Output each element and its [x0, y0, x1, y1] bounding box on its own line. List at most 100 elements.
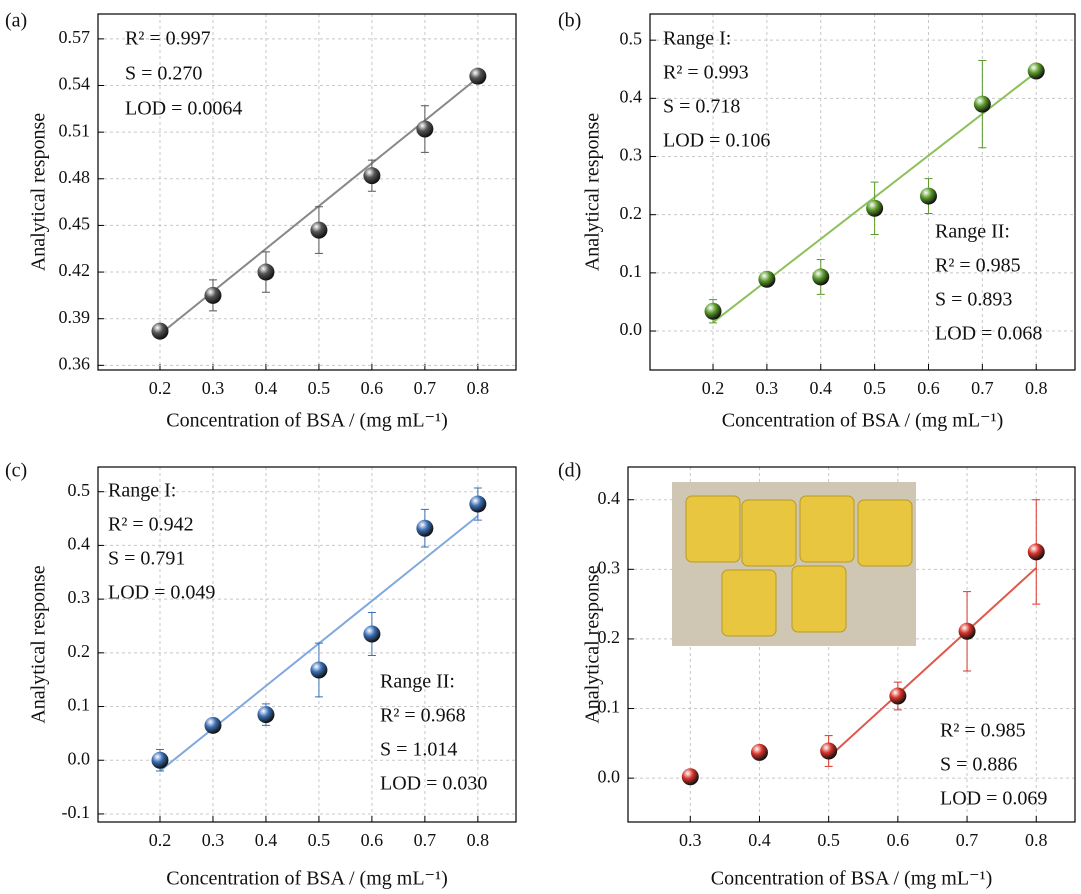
- data-point: [257, 263, 275, 281]
- data-point: [363, 167, 381, 185]
- annotation: R² = 0.985: [940, 720, 1026, 742]
- annotation: Range II:: [935, 221, 1010, 243]
- annotation: LOD = 0.0064: [125, 98, 242, 120]
- inset-bag: [857, 499, 913, 567]
- annotation: LOD = 0.069: [940, 788, 1047, 810]
- inset-bag: [741, 499, 797, 567]
- data-point: [1027, 543, 1045, 561]
- x-tick-label: 0.5: [308, 378, 331, 398]
- y-tick-label: 0.0: [68, 748, 91, 768]
- x-tick-label: 0.8: [1025, 378, 1048, 398]
- x-tick-label: 0.3: [202, 378, 225, 398]
- y-tick-label: 0.4: [598, 488, 621, 508]
- inset-bag: [685, 495, 741, 563]
- annotation: Range I:: [663, 28, 731, 50]
- y-tick-label: 0.4: [620, 86, 643, 106]
- y-tick-label: 0.5: [620, 28, 643, 48]
- annotation: LOD = 0.106: [663, 130, 770, 152]
- x-tick-label: 0.3: [679, 830, 702, 850]
- data-point: [1027, 62, 1045, 80]
- panel-label: (b): [558, 10, 581, 32]
- annotation: S = 1.014: [380, 739, 457, 761]
- plot-frame: [649, 13, 1076, 371]
- x-axis-label: Concentration of BSA / (mg mL⁻¹): [166, 410, 448, 432]
- y-tick-label: 0.48: [59, 167, 91, 187]
- annotation: R² = 0.997: [125, 28, 211, 50]
- x-axis-label: Concentration of BSA / (mg mL⁻¹): [722, 410, 1004, 432]
- data-point: [416, 519, 434, 537]
- data-point: [416, 120, 434, 138]
- y-tick-label: 0.1: [68, 695, 91, 715]
- x-tick-label: 0.2: [149, 378, 172, 398]
- x-tick-label: 0.7: [414, 830, 437, 850]
- x-tick-label: 0.4: [255, 378, 278, 398]
- annotation: R² = 0.985: [935, 255, 1021, 277]
- x-tick-label: 0.6: [887, 830, 910, 850]
- x-tick-label: 0.6: [361, 830, 384, 850]
- x-tick-label: 0.5: [308, 830, 331, 850]
- y-tick-label: 0.1: [598, 697, 621, 717]
- x-tick-label: 0.7: [971, 378, 994, 398]
- annotation: LOD = 0.030: [380, 773, 487, 795]
- x-tick-label: 0.8: [1025, 830, 1048, 850]
- x-tick-label: 0.7: [414, 378, 437, 398]
- x-axis-label: Concentration of BSA / (mg mL⁻¹): [711, 868, 993, 890]
- y-tick-label: 0.4: [68, 534, 91, 554]
- data-point: [151, 751, 169, 769]
- y-tick-label: 0.54: [59, 74, 91, 94]
- x-tick-label: 0.4: [255, 830, 278, 850]
- data-point: [704, 302, 722, 320]
- x-tick-label: 0.6: [361, 378, 384, 398]
- data-point: [469, 495, 487, 513]
- data-point: [889, 687, 907, 705]
- y-tick-label: 0.39: [59, 307, 91, 327]
- y-tick-label: 0.0: [598, 766, 621, 786]
- x-tick-label: 0.2: [702, 378, 725, 398]
- y-axis-label: Analytical response: [582, 565, 604, 723]
- annotation: S = 0.791: [108, 548, 185, 570]
- data-point: [681, 768, 699, 786]
- data-point: [866, 199, 884, 217]
- y-axis-label: Analytical response: [28, 565, 50, 723]
- data-point: [973, 95, 991, 113]
- annotation: R² = 0.993: [663, 62, 749, 84]
- y-tick-label: -0.1: [62, 802, 91, 822]
- annotation: S = 0.893: [935, 289, 1012, 311]
- annotation: S = 0.718: [663, 96, 740, 118]
- annotation: Range I:: [108, 480, 176, 502]
- y-tick-label: 0.42: [59, 260, 91, 280]
- annotation: LOD = 0.068: [935, 323, 1042, 345]
- y-tick-label: 0.2: [598, 627, 621, 647]
- data-point: [310, 221, 328, 239]
- annotation: LOD = 0.049: [108, 582, 215, 604]
- plot-frame: [627, 466, 1076, 823]
- x-tick-label: 0.5: [817, 830, 840, 850]
- y-tick-label: 0.0: [620, 319, 643, 339]
- y-tick-label: 0.45: [59, 214, 91, 234]
- annotation: R² = 0.968: [380, 705, 466, 727]
- inset-bag: [799, 495, 855, 563]
- data-point: [820, 742, 838, 760]
- panel-label: (c): [5, 460, 27, 482]
- data-point: [750, 743, 768, 761]
- plot-frame: [97, 466, 517, 823]
- y-tick-label: 0.3: [598, 557, 621, 577]
- annotation: S = 0.270: [125, 63, 202, 85]
- data-point: [204, 286, 222, 304]
- inset-bag: [791, 565, 847, 633]
- data-point: [812, 268, 830, 286]
- y-tick-label: 0.51: [59, 120, 91, 140]
- x-tick-label: 0.4: [810, 378, 833, 398]
- x-tick-label: 0.8: [467, 378, 490, 398]
- data-point: [758, 270, 776, 288]
- data-point: [204, 716, 222, 734]
- y-tick-label: 0.5: [68, 480, 91, 500]
- y-tick-label: 0.36: [59, 353, 91, 373]
- data-point: [958, 622, 976, 640]
- x-tick-label: 0.3: [756, 378, 779, 398]
- x-tick-label: 0.2: [149, 830, 172, 850]
- y-axis-label: Analytical response: [28, 113, 50, 271]
- x-tick-label: 0.5: [863, 378, 886, 398]
- y-tick-label: 0.2: [620, 203, 643, 223]
